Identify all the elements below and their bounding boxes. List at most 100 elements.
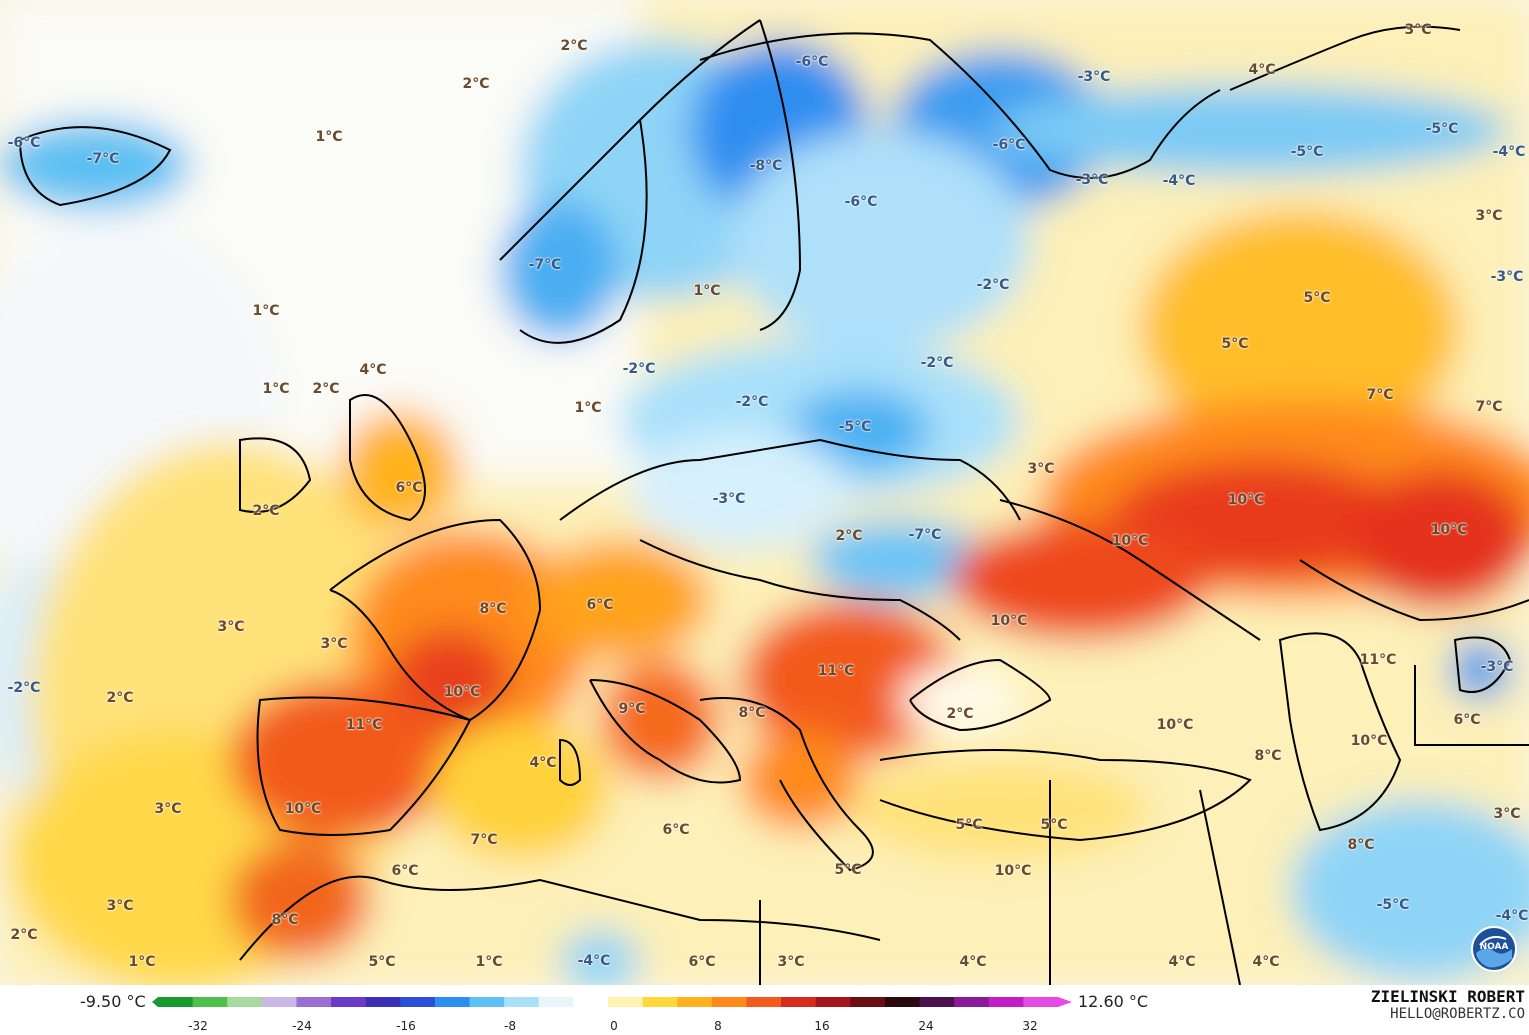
- temperature-label: -5°C: [1290, 144, 1324, 160]
- temperature-label: 10°C: [994, 863, 1032, 879]
- color-scale-tick-label: -32: [188, 1019, 208, 1033]
- temperature-label: 5°C: [834, 862, 862, 878]
- color-scale-swatch: [538, 997, 574, 1007]
- temperature-label: -2°C: [735, 394, 769, 410]
- color-scale-tick-label: 32: [1022, 1019, 1038, 1033]
- color-scale-tick-label: 24: [918, 1019, 934, 1033]
- temperature-label: -5°C: [1376, 897, 1410, 913]
- temperature-label: -5°C: [1425, 121, 1459, 137]
- temperature-label: 3°C: [777, 954, 805, 970]
- temperature-label: 6°C: [586, 597, 614, 613]
- temperature-label: 4°C: [529, 755, 557, 771]
- temperature-label: 2°C: [106, 690, 134, 706]
- temperature-label: 2°C: [312, 381, 340, 397]
- temperature-label: 10°C: [1111, 533, 1149, 549]
- temperature-label: -2°C: [7, 680, 41, 696]
- temperature-label: 2°C: [252, 503, 280, 519]
- temperature-label: -6°C: [7, 135, 41, 151]
- temperature-label: -5°C: [838, 419, 872, 435]
- temperature-label: 3°C: [1493, 806, 1521, 822]
- color-scale-swatch: [573, 997, 609, 1007]
- temperature-label: 10°C: [1227, 492, 1265, 508]
- temperature-label: 5°C: [1040, 817, 1068, 833]
- temperature-label: 6°C: [1453, 712, 1481, 728]
- temperature-label: -4°C: [1492, 144, 1526, 160]
- temperature-label: 1°C: [128, 954, 156, 970]
- temperature-label: 7°C: [470, 832, 498, 848]
- temperature-label: -7°C: [528, 257, 562, 273]
- temperature-label: 2°C: [835, 528, 863, 544]
- author-credit: ZIELINSKI ROBERT: [1370, 987, 1525, 1006]
- color-scale-swatch: [158, 997, 194, 1007]
- temperature-label: -4°C: [1162, 173, 1196, 189]
- temperature-label: 9°C: [618, 701, 646, 717]
- temperature-label: 10°C: [443, 684, 481, 700]
- temperature-label: 3°C: [1404, 22, 1432, 38]
- temperature-label: 1°C: [693, 283, 721, 299]
- color-scale-min-arrow: [152, 997, 158, 1007]
- color-scale-swatch: [331, 997, 367, 1007]
- color-scale-tick-label: -24: [292, 1019, 312, 1033]
- temperature-field: [0, 0, 1529, 985]
- color-scale-swatch: [608, 997, 644, 1007]
- color-scale-swatch: [884, 997, 921, 1007]
- temperature-label: 10°C: [284, 801, 322, 817]
- temperature-label: 5°C: [368, 954, 396, 970]
- map-canvas: [0, 0, 1529, 985]
- temperature-label: 7°C: [1475, 399, 1503, 415]
- color-scale-swatch: [296, 997, 332, 1007]
- temperature-label: 3°C: [320, 636, 348, 652]
- temperature-label: 10°C: [1350, 733, 1388, 749]
- temperature-label: 5°C: [955, 817, 983, 833]
- color-scale-tick-label: 16: [814, 1019, 830, 1033]
- color-scale-swatch: [192, 997, 228, 1007]
- temperature-label: 7°C: [1366, 387, 1394, 403]
- temperature-label: 3°C: [106, 898, 134, 914]
- temperature-map: 2°C 2°C 1°C -6°C -7°C 1°C 1°C 2°C 4°C 2°C 6°C -7°C -…: [0, 0, 1529, 985]
- temperature-label: 10°C: [990, 613, 1028, 629]
- color-scale-swatch: [400, 997, 436, 1007]
- temperature-label: -2°C: [920, 355, 954, 371]
- temperature-label: -3°C: [712, 491, 746, 507]
- temperature-label: 2°C: [462, 76, 490, 92]
- temperature-label: -7°C: [908, 527, 942, 543]
- color-scale-tick-label: -8: [504, 1019, 516, 1033]
- temperature-label: -8°C: [749, 158, 783, 174]
- color-scale-swatch: [1023, 997, 1059, 1007]
- color-scale-tick-label: 0: [610, 1019, 618, 1033]
- temperature-label: 11°C: [1359, 652, 1397, 668]
- color-scale-swatch: [850, 997, 886, 1007]
- color-scale-swatch: [781, 997, 817, 1007]
- temperature-label: -3°C: [1480, 659, 1514, 675]
- color-scale-swatch: [677, 997, 713, 1007]
- temperature-label: -6°C: [795, 54, 829, 70]
- color-scale-tick-label: 8: [714, 1019, 722, 1033]
- temperature-label: 6°C: [395, 480, 423, 496]
- temperature-label: 11°C: [345, 717, 383, 733]
- coastlines: [18, 19, 1529, 985]
- color-scale-swatch: [434, 997, 471, 1007]
- legend-min-value: -9.50 °C: [80, 992, 146, 1011]
- color-scale-tick-label: -16: [396, 1019, 416, 1033]
- temperature-label: 3°C: [1027, 461, 1055, 477]
- temperature-label: -4°C: [1495, 908, 1529, 924]
- color-scale-swatch: [227, 997, 263, 1007]
- temperature-label: 6°C: [662, 822, 690, 838]
- temperature-label: 3°C: [217, 619, 245, 635]
- temperature-label: 4°C: [1168, 954, 1196, 970]
- temperature-label: 3°C: [1475, 208, 1503, 224]
- temperature-label: 5°C: [1221, 336, 1249, 352]
- temperature-label: -6°C: [992, 137, 1026, 153]
- author-email: HELLO@ROBERTZ.CO: [1390, 1006, 1525, 1022]
- temperature-label: 1°C: [262, 381, 290, 397]
- temperature-label: 11°C: [817, 663, 855, 679]
- color-scale-swatch: [954, 997, 990, 1007]
- legend-max-value: 12.60 °C: [1078, 992, 1149, 1011]
- temperature-label: 6°C: [688, 954, 716, 970]
- temperature-label: 4°C: [359, 362, 387, 378]
- temperature-label: 8°C: [1254, 748, 1282, 764]
- color-scale-swatch: [469, 997, 505, 1007]
- color-scale-swatch: [711, 997, 747, 1007]
- temperature-label: 1°C: [574, 400, 602, 416]
- temperature-label: 6°C: [391, 863, 419, 879]
